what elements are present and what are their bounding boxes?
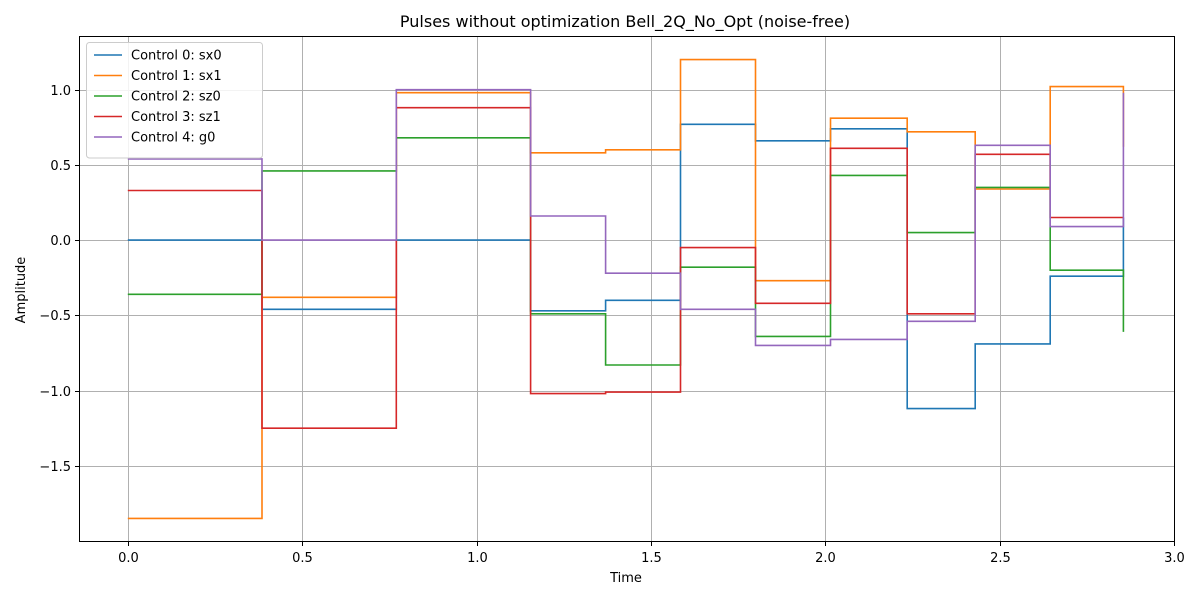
- y-tick-label: 0.5: [50, 159, 71, 174]
- legend-entry: Control 1: sx1: [131, 69, 222, 84]
- y-tick-label: 1.0: [50, 84, 71, 99]
- axis-ticks: 0.0 0.5 1.0 1.5 2.0 2.5 3.0 −1.5 −1.0 −0.5 0.0 0.5 1…: [39, 84, 1184, 566]
- x-tick-label: 1.5: [641, 551, 662, 566]
- x-tick-label: 2.5: [990, 551, 1011, 566]
- x-tick-label: 2.0: [815, 551, 836, 566]
- chart-title: Pulses without optimization Bell_2Q_No_O…: [400, 12, 850, 32]
- series-lines: [127, 58, 1125, 520]
- x-tick-label: 1.0: [467, 551, 488, 566]
- y-tick-label: −1.5: [39, 460, 71, 475]
- series-line-0: [127, 123, 1125, 410]
- x-axis-label: Time: [609, 571, 642, 586]
- y-tick-label: 0.0: [50, 234, 71, 249]
- y-axis-label: Amplitude: [14, 257, 29, 324]
- y-tick-label: −1.0: [39, 385, 71, 400]
- x-tick-label: 0.0: [118, 551, 139, 566]
- series-line-2: [127, 137, 1125, 366]
- legend-entry: Control 2: sz0: [131, 90, 221, 105]
- series-line-3: [127, 106, 1124, 429]
- legend: Control 0: sx0 Control 1: sx1 Control 2: s…: [86, 42, 263, 159]
- legend-entry: Control 3: sz1: [131, 110, 221, 125]
- legend-entry: Control 4: g0: [131, 131, 215, 146]
- series-line-1: [127, 58, 1125, 520]
- x-tick-label: 3.0: [1164, 551, 1185, 566]
- y-tick-label: −0.5: [39, 309, 71, 324]
- legend-entry: Control 0: sx0: [131, 49, 222, 64]
- legend-box: [86, 42, 263, 159]
- x-tick-label: 0.5: [292, 551, 313, 566]
- series-line-4: [127, 88, 1125, 347]
- plot-frame: [79, 36, 1175, 542]
